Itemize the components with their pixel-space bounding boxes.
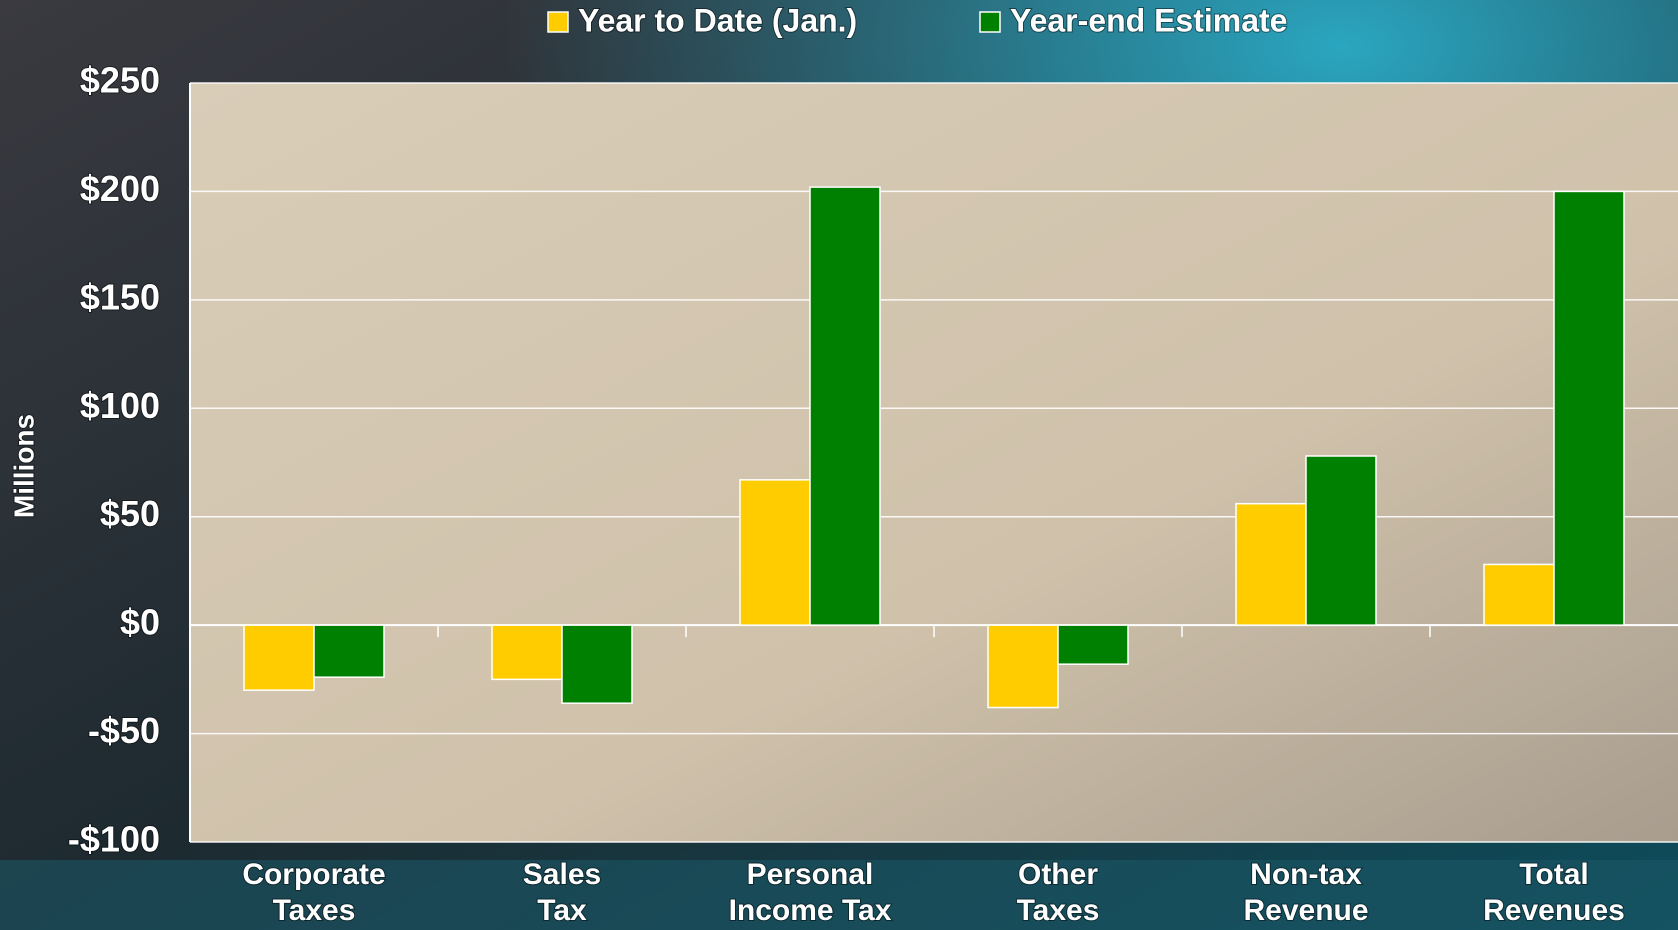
- bar: [810, 187, 880, 625]
- x-tick-label: Corporate: [242, 858, 385, 891]
- legend-swatch: [980, 12, 1000, 32]
- bar: [1484, 564, 1554, 625]
- y-axis-label: Millions: [8, 414, 39, 518]
- y-tick-label: -$100: [68, 819, 160, 860]
- legend-swatch: [548, 12, 568, 32]
- plot-area: [190, 83, 1678, 842]
- x-tick-label: Tax: [537, 894, 587, 927]
- x-tick-label: Taxes: [1017, 894, 1100, 927]
- bar: [1236, 504, 1306, 625]
- x-tick-label: Total: [1519, 858, 1588, 891]
- y-tick-label: $250: [80, 60, 160, 101]
- x-tick-label: Taxes: [273, 894, 356, 927]
- bar: [988, 625, 1058, 707]
- x-tick-label: Revenues: [1483, 894, 1625, 927]
- x-tick-label: Non-tax: [1250, 858, 1362, 891]
- x-tick-label: Revenue: [1243, 894, 1368, 927]
- bar: [1554, 191, 1624, 625]
- y-tick-label: $50: [100, 493, 160, 534]
- y-tick-label: $100: [80, 385, 160, 426]
- bar: [740, 480, 810, 625]
- bar: [492, 625, 562, 679]
- y-tick-label: $0: [120, 602, 160, 643]
- bar: [562, 625, 632, 703]
- bar: [314, 625, 384, 677]
- x-tick-label: Personal: [747, 858, 874, 891]
- chart: Millions -$100 -$50 $0 $50 $100 $150 $200 $250 C…: [0, 0, 1678, 930]
- y-tick-label: $150: [80, 276, 160, 317]
- y-tick-label: $200: [80, 168, 160, 209]
- y-tick-label: -$50: [88, 710, 160, 751]
- bar: [244, 625, 314, 690]
- x-tick-label: Income Tax: [729, 894, 892, 927]
- legend-label: Year to Date (Jan.): [578, 2, 857, 38]
- x-tick-label: Other: [1018, 858, 1098, 891]
- bar: [1306, 456, 1376, 625]
- x-tick-label: Sales: [523, 858, 601, 891]
- page: Millions -$100 -$50 $0 $50 $100 $150 $200 $250 C…: [0, 0, 1678, 930]
- legend-label: Year-end Estimate: [1010, 2, 1287, 38]
- bar: [1058, 625, 1128, 664]
